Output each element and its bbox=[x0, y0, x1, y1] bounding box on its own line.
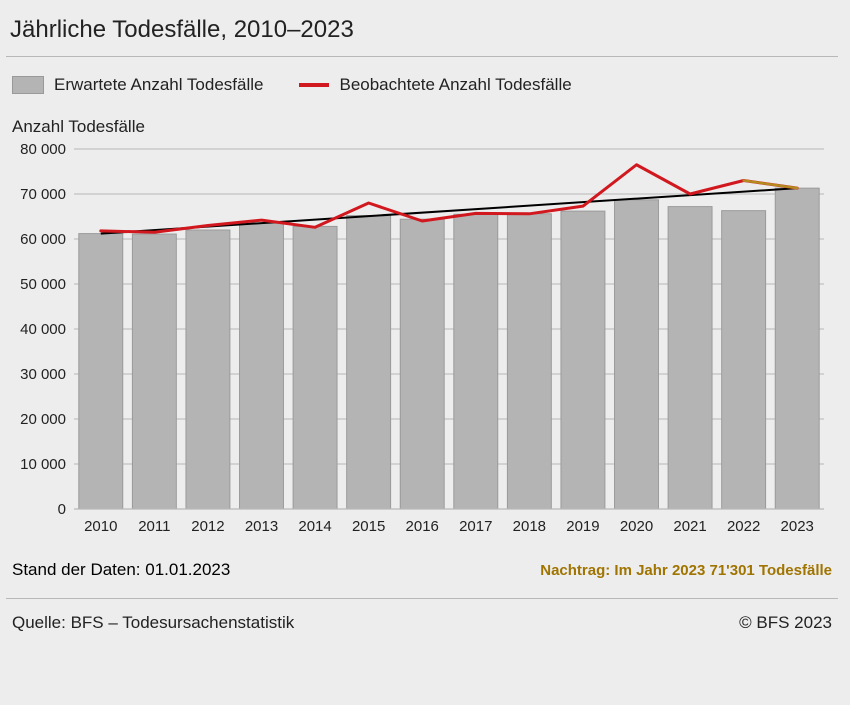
source-label: Quelle: BFS – Todesursachenstatistik bbox=[12, 613, 294, 633]
chart-title: Jährliche Todesfälle, 2010–2023 bbox=[6, 10, 838, 56]
x-tick-label: 2018 bbox=[513, 518, 546, 535]
copyright-label: © BFS 2023 bbox=[739, 613, 832, 633]
legend-line-swatch bbox=[299, 83, 329, 87]
legend-bar-swatch bbox=[12, 76, 44, 94]
bar-expected bbox=[775, 188, 819, 509]
y-tick-label: 10 000 bbox=[20, 456, 66, 473]
legend: Erwartete Anzahl Todesfälle Beobachtete … bbox=[6, 75, 838, 95]
y-tick-label: 60 000 bbox=[20, 231, 66, 248]
bar-expected bbox=[132, 234, 176, 509]
x-tick-label: 2016 bbox=[406, 518, 439, 535]
x-tick-label: 2014 bbox=[298, 518, 331, 535]
bar-expected bbox=[293, 226, 337, 509]
y-tick-label: 80 000 bbox=[20, 141, 66, 158]
y-tick-label: 20 000 bbox=[20, 411, 66, 428]
divider-top bbox=[6, 56, 838, 57]
legend-expected: Erwartete Anzahl Todesfälle bbox=[12, 75, 263, 95]
x-tick-label: 2020 bbox=[620, 518, 653, 535]
x-tick-label: 2012 bbox=[191, 518, 224, 535]
legend-observed-label: Beobachtete Anzahl Todesfälle bbox=[339, 75, 571, 95]
bar-expected bbox=[507, 214, 551, 509]
bar-expected bbox=[561, 211, 605, 509]
data-status-label: Stand der Daten: 01.01.2023 bbox=[12, 560, 230, 580]
addendum-label: Nachtrag: Im Jahr 2023 71'301 Todesfälle bbox=[540, 562, 832, 579]
x-tick-label: 2021 bbox=[673, 518, 706, 535]
x-tick-label: 2017 bbox=[459, 518, 492, 535]
x-tick-label: 2023 bbox=[781, 518, 814, 535]
x-tick-label: 2010 bbox=[84, 518, 117, 535]
x-tick-label: 2011 bbox=[138, 518, 170, 535]
chart-area: 0 10 000 20 000 30 000 40 000 50 000 60 000 70 … bbox=[6, 139, 832, 544]
y-tick-label: 70 000 bbox=[20, 186, 66, 203]
x-tick-label: 2015 bbox=[352, 518, 385, 535]
y-tick-label: 0 bbox=[58, 501, 66, 518]
bar-expected bbox=[615, 200, 659, 509]
legend-expected-label: Erwartete Anzahl Todesfälle bbox=[54, 75, 263, 95]
bar-expected bbox=[186, 230, 230, 509]
x-tick-label: 2013 bbox=[245, 518, 278, 535]
y-axis-label: Anzahl Todesfälle bbox=[6, 117, 838, 137]
y-tick-label: 30 000 bbox=[20, 366, 66, 383]
x-tick-label: 2022 bbox=[727, 518, 760, 535]
x-tick-label: 2019 bbox=[566, 518, 599, 535]
bar-expected bbox=[240, 223, 284, 509]
bar-expected bbox=[79, 234, 123, 509]
y-tick-label: 40 000 bbox=[20, 321, 66, 338]
bar-expected bbox=[400, 219, 444, 509]
bar-expected bbox=[722, 211, 766, 509]
bar-expected bbox=[454, 214, 498, 509]
bar-expected bbox=[347, 216, 391, 509]
y-tick-label: 50 000 bbox=[20, 276, 66, 293]
bar-expected bbox=[668, 207, 712, 509]
addendum-line bbox=[744, 181, 798, 189]
chart-svg: 0 10 000 20 000 30 000 40 000 50 000 60 000 70 … bbox=[6, 139, 832, 539]
legend-observed: Beobachtete Anzahl Todesfälle bbox=[299, 75, 571, 95]
